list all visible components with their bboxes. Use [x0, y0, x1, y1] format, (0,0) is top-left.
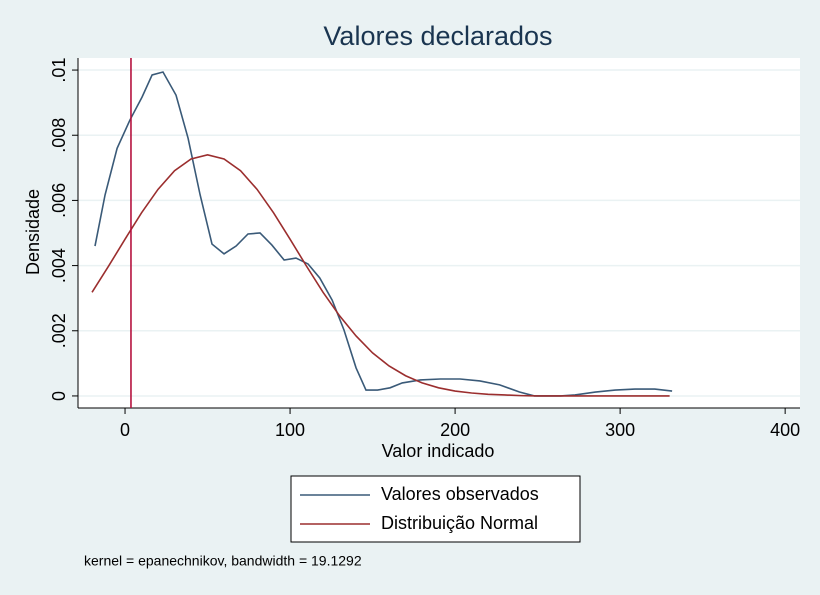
x-axis-label: Valor indicado: [382, 441, 495, 461]
plot-area: [78, 58, 800, 408]
y-tick-label: .002: [49, 313, 69, 348]
y-axis-label: Densidade: [23, 189, 43, 275]
legend-label: Valores observados: [381, 484, 539, 504]
y-tick-label: 0: [49, 391, 69, 401]
legend-label: Distribuição Normal: [381, 513, 538, 533]
x-tick-label: 200: [440, 420, 470, 440]
x-tick-label: 300: [605, 420, 635, 440]
x-tick-label: 0: [120, 420, 130, 440]
y-tick-label: .01: [49, 58, 69, 83]
x-tick-label: 400: [770, 420, 800, 440]
x-tick-label: 100: [275, 420, 305, 440]
chart-title: Valores declarados: [323, 21, 552, 51]
y-tick-label: .008: [49, 118, 69, 153]
y-tick-label: .006: [49, 183, 69, 218]
note: kernel = epanechnikov, bandwidth = 19.12…: [84, 553, 362, 569]
y-tick-label: .004: [49, 248, 69, 283]
legend-box: [290, 475, 581, 543]
series-line: [91, 153, 670, 397]
